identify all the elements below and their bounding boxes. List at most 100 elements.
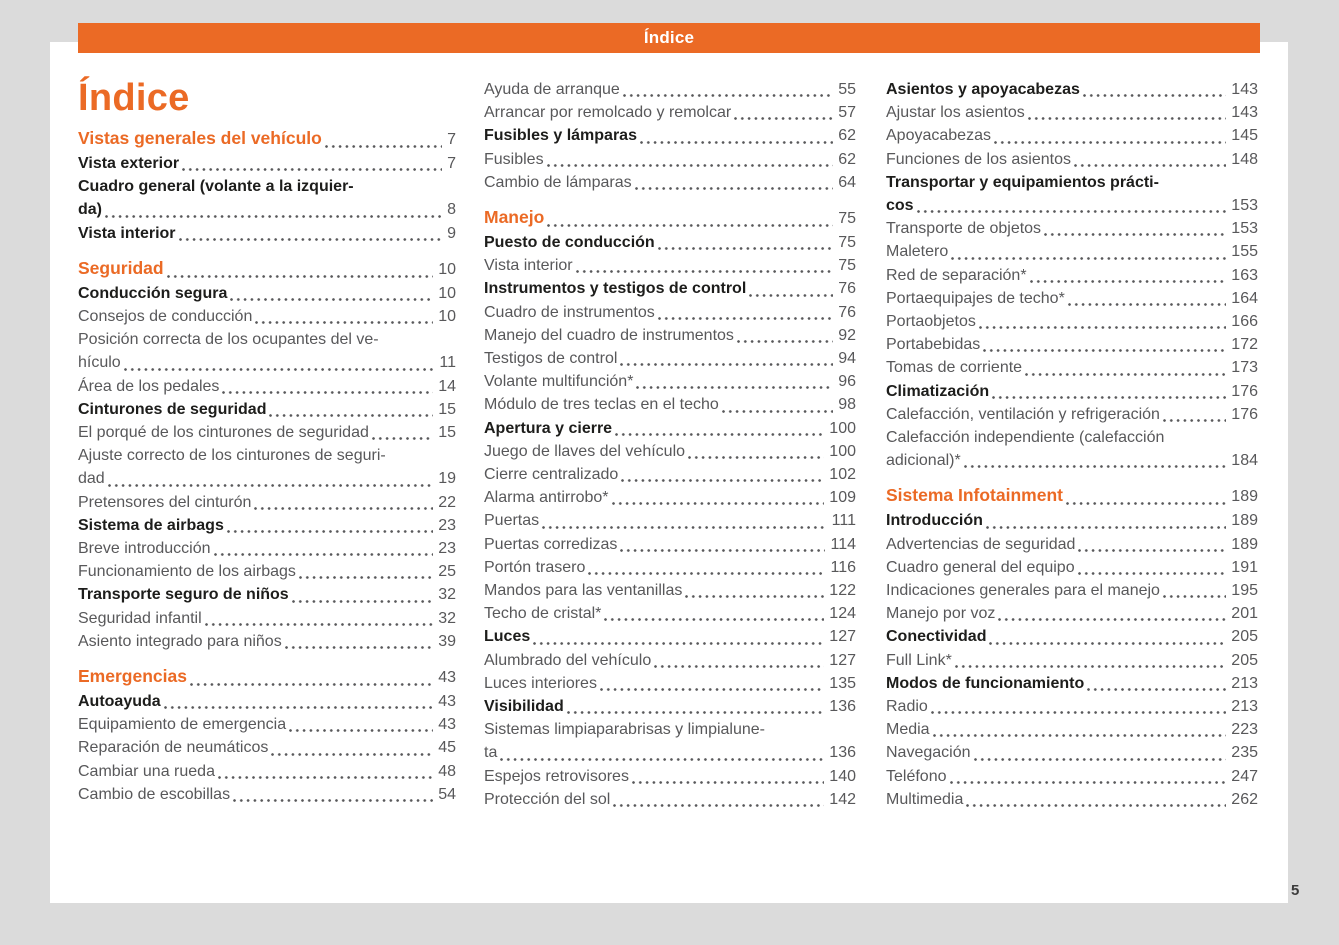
toc-entry[interactable]: Cambio de escobillas 54: [78, 783, 456, 806]
toc-entry[interactable]: Puertas 111: [484, 509, 856, 532]
toc-entry[interactable]: Cambiar una rueda 48: [78, 760, 456, 783]
toc-entry[interactable]: Emergencias 43: [78, 664, 456, 690]
toc-entry[interactable]: Full Link* 205: [886, 649, 1258, 672]
toc-entry[interactable]: Breve introducción 23: [78, 537, 456, 560]
toc-entry[interactable]: Área de los pedales 14: [78, 375, 456, 398]
toc-entry[interactable]: Apertura y cierre 100: [484, 417, 856, 440]
toc-entry[interactable]: Conectividad 205: [886, 625, 1258, 648]
toc-entry[interactable]: Ajustar los asientos 143: [886, 101, 1258, 124]
toc-entry[interactable]: Manejo 75: [484, 205, 856, 231]
toc-entry[interactable]: Fusibles y lámparas 62: [484, 124, 856, 147]
toc-entry[interactable]: Volante multifunción* 96: [484, 370, 856, 393]
toc-entry[interactable]: Indicaciones generales para el manejo 195: [886, 579, 1258, 602]
toc-entry[interactable]: Maletero 155: [886, 240, 1258, 263]
toc-entry[interactable]: Vista interior 75: [484, 254, 856, 277]
toc-entry[interactable]: Tomas de corriente 173: [886, 356, 1258, 379]
dot-leader: [291, 599, 434, 603]
dot-leader: [575, 270, 834, 274]
toc-entry[interactable]: Funciones de los asientos 148: [886, 148, 1258, 171]
toc-entry[interactable]: Transporte seguro de niños 32: [78, 583, 456, 606]
toc-entry[interactable]: Vistas generales del vehículo 7: [78, 126, 456, 152]
toc-entry[interactable]: Sistema Infotainment 189: [886, 483, 1258, 509]
toc-entry[interactable]: Manejo del cuadro de instrumentos 92: [484, 324, 856, 347]
toc-entry[interactable]: Espejos retrovisores 140: [484, 765, 856, 788]
toc-entry-page-number: 213: [1231, 674, 1258, 692]
toc-entry[interactable]: Vista interior 9: [78, 222, 456, 245]
toc-entry[interactable]: Asientos y apoyacabezas 143: [886, 78, 1258, 101]
toc-entry-label: Instrumentos y testigos de control: [484, 280, 747, 298]
toc-entry[interactable]: Puesto de conducción 75: [484, 231, 856, 254]
toc-entry[interactable]: Testigos de control 94: [484, 347, 856, 370]
toc-entry[interactable]: Módulo de tres teclas en el techo 98: [484, 393, 856, 416]
toc-entry[interactable]: Funcionamiento de los airbags 25: [78, 560, 456, 583]
toc-entry[interactable]: Portaequipajes de techo* 164: [886, 287, 1258, 310]
toc-entry[interactable]: Cuadro general del equipo 191: [886, 556, 1258, 579]
toc-entry[interactable]: Seguridad 10: [78, 256, 456, 282]
toc-entry[interactable]: Mandos para las ventanillas 122: [484, 579, 856, 602]
toc-entry[interactable]: Portón trasero 116: [484, 556, 856, 579]
toc-entry[interactable]: Pretensores del cinturón 22: [78, 491, 456, 514]
toc-entry[interactable]: Equipamiento de emergencia 43: [78, 713, 456, 736]
toc-entry[interactable]: Conducción segura 10: [78, 282, 456, 305]
toc-entry-page-number: 10: [438, 284, 456, 302]
toc-entry[interactable]: Autoayuda 43: [78, 690, 456, 713]
toc-entry[interactable]: Modos de funcionamiento 213: [886, 672, 1258, 695]
toc-entry[interactable]: Calefacción, ventilación y refrigeración…: [886, 403, 1258, 426]
dot-leader: [930, 711, 1227, 715]
toc-entry-label: Radio: [886, 698, 928, 716]
toc-entry[interactable]: Manejo por voz 201: [886, 602, 1258, 625]
toc-entry[interactable]: Fusibles 62: [484, 148, 856, 171]
toc-entry[interactable]: Instrumentos y testigos de control 76: [484, 277, 856, 300]
toc-entry[interactable]: Cinturones de seguridad 15: [78, 398, 456, 421]
toc-entry[interactable]: Red de separación* 163: [886, 264, 1258, 287]
toc-entry[interactable]: Apoyacabezas 145: [886, 124, 1258, 147]
toc-entry-row: Portaequipajes de techo* 164: [886, 287, 1258, 310]
toc-entry[interactable]: Portabebidas 172: [886, 333, 1258, 356]
toc-entry-label: Visibilidad: [484, 698, 564, 716]
toc-entry[interactable]: Reparación de neumáticos 45: [78, 736, 456, 759]
toc-entry[interactable]: Puertas corredizas 114: [484, 533, 856, 556]
toc-entry[interactable]: El porqué de los cinturones de seguridad…: [78, 421, 456, 444]
toc-entry[interactable]: Sistema de airbags 23: [78, 514, 456, 537]
toc-entry-page-number: 15: [438, 424, 456, 442]
toc-entry[interactable]: Arrancar por remolcado y remolcar 57: [484, 101, 856, 124]
toc-entry[interactable]: Portaobjetos 166: [886, 310, 1258, 333]
toc-entry[interactable]: Cuadro general (volante a la izquier-da)…: [78, 175, 456, 221]
toc-entry[interactable]: Cuadro de instrumentos 76: [484, 301, 856, 324]
toc-entry[interactable]: Juego de llaves del vehículo 100: [484, 440, 856, 463]
toc-entry-label: Manejo: [484, 207, 545, 228]
toc-entry[interactable]: Luces 127: [484, 625, 856, 648]
toc-entry[interactable]: Radio 213: [886, 695, 1258, 718]
toc-entry[interactable]: Calefacción independiente (calefacción ad…: [886, 426, 1258, 472]
toc-entry[interactable]: Ayuda de arranque 55: [484, 78, 856, 101]
toc-entry[interactable]: Navegación 235: [886, 741, 1258, 764]
toc-entry[interactable]: Protección del sol 142: [484, 788, 856, 811]
toc-entry[interactable]: Consejos de conducción 10: [78, 305, 456, 328]
toc-entry[interactable]: Cambio de lámparas 64: [484, 171, 856, 194]
toc-entry[interactable]: Advertencias de seguridad 189: [886, 533, 1258, 556]
toc-entry[interactable]: Transporte de objetos 153: [886, 217, 1258, 240]
toc-entry[interactable]: Media 223: [886, 718, 1258, 741]
toc-entry[interactable]: Cierre centralizado 102: [484, 463, 856, 486]
toc-entry[interactable]: Sistemas limpiaparabrisas y limpialune-t…: [484, 718, 856, 764]
toc-entry[interactable]: Luces interiores 135: [484, 672, 856, 695]
toc-entry[interactable]: Teléfono 247: [886, 765, 1258, 788]
dot-leader: [546, 163, 834, 167]
toc-entry[interactable]: Posición correcta de los ocupantes del v…: [78, 328, 456, 374]
toc-entry[interactable]: Alumbrado del vehículo 127: [484, 649, 856, 672]
toc-entry[interactable]: Transportar y equipamientos prácti-cos 15…: [886, 171, 1258, 217]
toc-entry[interactable]: Asiento integrado para niños 39: [78, 630, 456, 653]
dot-leader: [230, 298, 434, 302]
toc-entry[interactable]: Ajuste correcto de los cinturones de seg…: [78, 444, 456, 490]
toc-entry[interactable]: Alarma antirrobo* 109: [484, 486, 856, 509]
toc-entry[interactable]: Vista exterior 7: [78, 152, 456, 175]
toc-entry[interactable]: Multimedia 262: [886, 788, 1258, 811]
toc-entry[interactable]: Techo de cristal* 124: [484, 602, 856, 625]
toc-entry[interactable]: Seguridad infantil 32: [78, 607, 456, 630]
toc-entry-page-number: 8: [447, 201, 456, 219]
toc-entry[interactable]: Visibilidad 136: [484, 695, 856, 718]
toc-entry-label: Espejos retrovisores: [484, 767, 629, 785]
toc-entry[interactable]: Climatización 176: [886, 380, 1258, 403]
toc-entry-label: da): [78, 201, 102, 219]
toc-entry[interactable]: Introducción 189: [886, 509, 1258, 532]
